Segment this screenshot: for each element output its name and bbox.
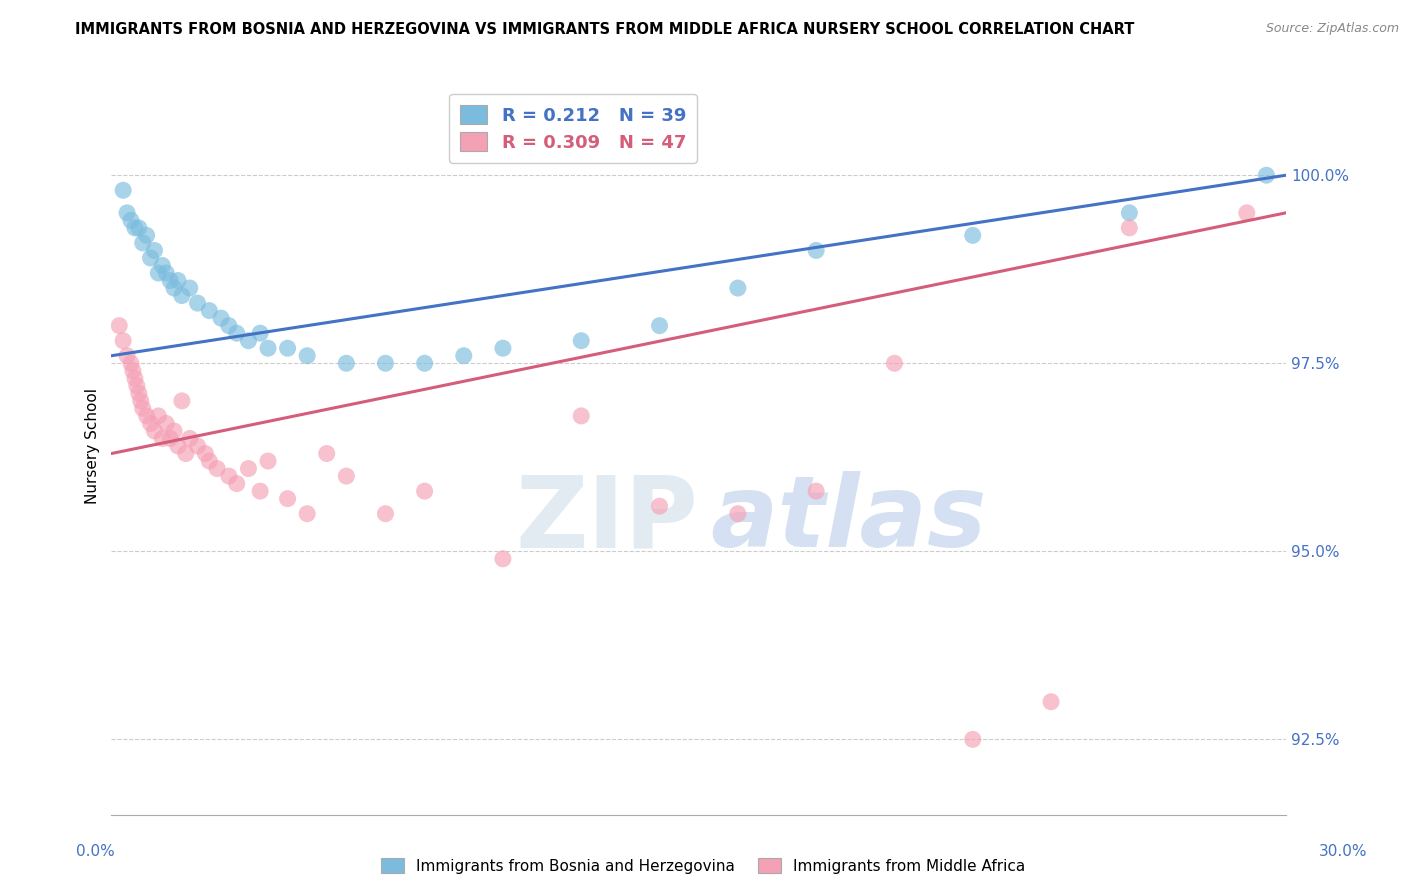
Point <box>218 469 240 483</box>
Point <box>167 273 190 287</box>
Text: IMMIGRANTS FROM BOSNIA AND HERZEGOVINA VS IMMIGRANTS FROM MIDDLE AFRICA NURSERY : IMMIGRANTS FROM BOSNIA AND HERZEGOVINA V… <box>75 22 1135 37</box>
Point <box>115 349 138 363</box>
Point <box>170 288 193 302</box>
Point <box>150 432 173 446</box>
Point <box>132 235 155 250</box>
Point <box>1118 206 1140 220</box>
Point <box>129 393 152 408</box>
Point <box>883 356 905 370</box>
Point <box>148 409 170 423</box>
Point <box>143 244 166 258</box>
Point <box>453 349 475 363</box>
Point <box>124 371 146 385</box>
Point <box>135 228 157 243</box>
Point <box>108 318 131 333</box>
Point <box>155 417 177 431</box>
Point <box>120 356 142 370</box>
Point <box>295 507 318 521</box>
Point <box>238 461 260 475</box>
Point <box>374 507 396 521</box>
Point <box>125 379 148 393</box>
Point <box>1256 168 1278 182</box>
Point <box>155 266 177 280</box>
Point <box>179 432 201 446</box>
Point <box>194 446 217 460</box>
Text: 0.0%: 0.0% <box>76 845 115 859</box>
Text: Source: ZipAtlas.com: Source: ZipAtlas.com <box>1265 22 1399 36</box>
Point <box>174 446 197 460</box>
Point <box>170 393 193 408</box>
Point <box>225 326 247 341</box>
Point <box>277 491 299 506</box>
Point <box>139 417 162 431</box>
Point <box>804 484 827 499</box>
Point <box>648 318 671 333</box>
Point <box>128 220 150 235</box>
Text: ZIP: ZIP <box>516 471 699 568</box>
Point <box>257 341 280 355</box>
Point <box>1040 695 1063 709</box>
Point <box>569 409 592 423</box>
Point <box>135 409 157 423</box>
Point <box>727 281 749 295</box>
Point <box>295 349 318 363</box>
Point <box>1236 206 1258 220</box>
Point <box>1118 220 1140 235</box>
Point <box>492 341 515 355</box>
Point <box>277 341 299 355</box>
Point <box>962 228 984 243</box>
Point <box>163 281 186 295</box>
Point <box>112 334 135 348</box>
Point <box>374 356 396 370</box>
Point <box>163 424 186 438</box>
Point <box>120 213 142 227</box>
Point <box>569 334 592 348</box>
Point <box>205 461 228 475</box>
Point <box>159 273 181 287</box>
Point <box>249 484 271 499</box>
Point <box>122 364 145 378</box>
Point <box>112 183 135 197</box>
Y-axis label: Nursery School: Nursery School <box>86 388 100 504</box>
Legend: R = 0.212   N = 39, R = 0.309   N = 47: R = 0.212 N = 39, R = 0.309 N = 47 <box>450 94 697 162</box>
Point <box>962 732 984 747</box>
Point <box>648 499 671 513</box>
Point <box>124 220 146 235</box>
Point <box>335 469 357 483</box>
Point <box>167 439 190 453</box>
Point <box>159 432 181 446</box>
Point <box>187 296 209 310</box>
Point <box>492 551 515 566</box>
Point <box>727 507 749 521</box>
Point <box>209 311 232 326</box>
Point <box>249 326 271 341</box>
Point <box>198 454 221 468</box>
Point <box>257 454 280 468</box>
Point <box>198 303 221 318</box>
Point <box>139 251 162 265</box>
Point <box>115 206 138 220</box>
Point <box>804 244 827 258</box>
Point <box>335 356 357 370</box>
Point <box>238 334 260 348</box>
Point <box>413 484 436 499</box>
Legend: Immigrants from Bosnia and Herzegovina, Immigrants from Middle Africa: Immigrants from Bosnia and Herzegovina, … <box>375 852 1031 880</box>
Point <box>128 386 150 401</box>
Point <box>218 318 240 333</box>
Point <box>413 356 436 370</box>
Point <box>315 446 337 460</box>
Point <box>150 259 173 273</box>
Point <box>132 401 155 416</box>
Point <box>143 424 166 438</box>
Point <box>187 439 209 453</box>
Point <box>179 281 201 295</box>
Text: 30.0%: 30.0% <box>1319 845 1367 859</box>
Point <box>148 266 170 280</box>
Point <box>225 476 247 491</box>
Text: atlas: atlas <box>710 471 987 568</box>
